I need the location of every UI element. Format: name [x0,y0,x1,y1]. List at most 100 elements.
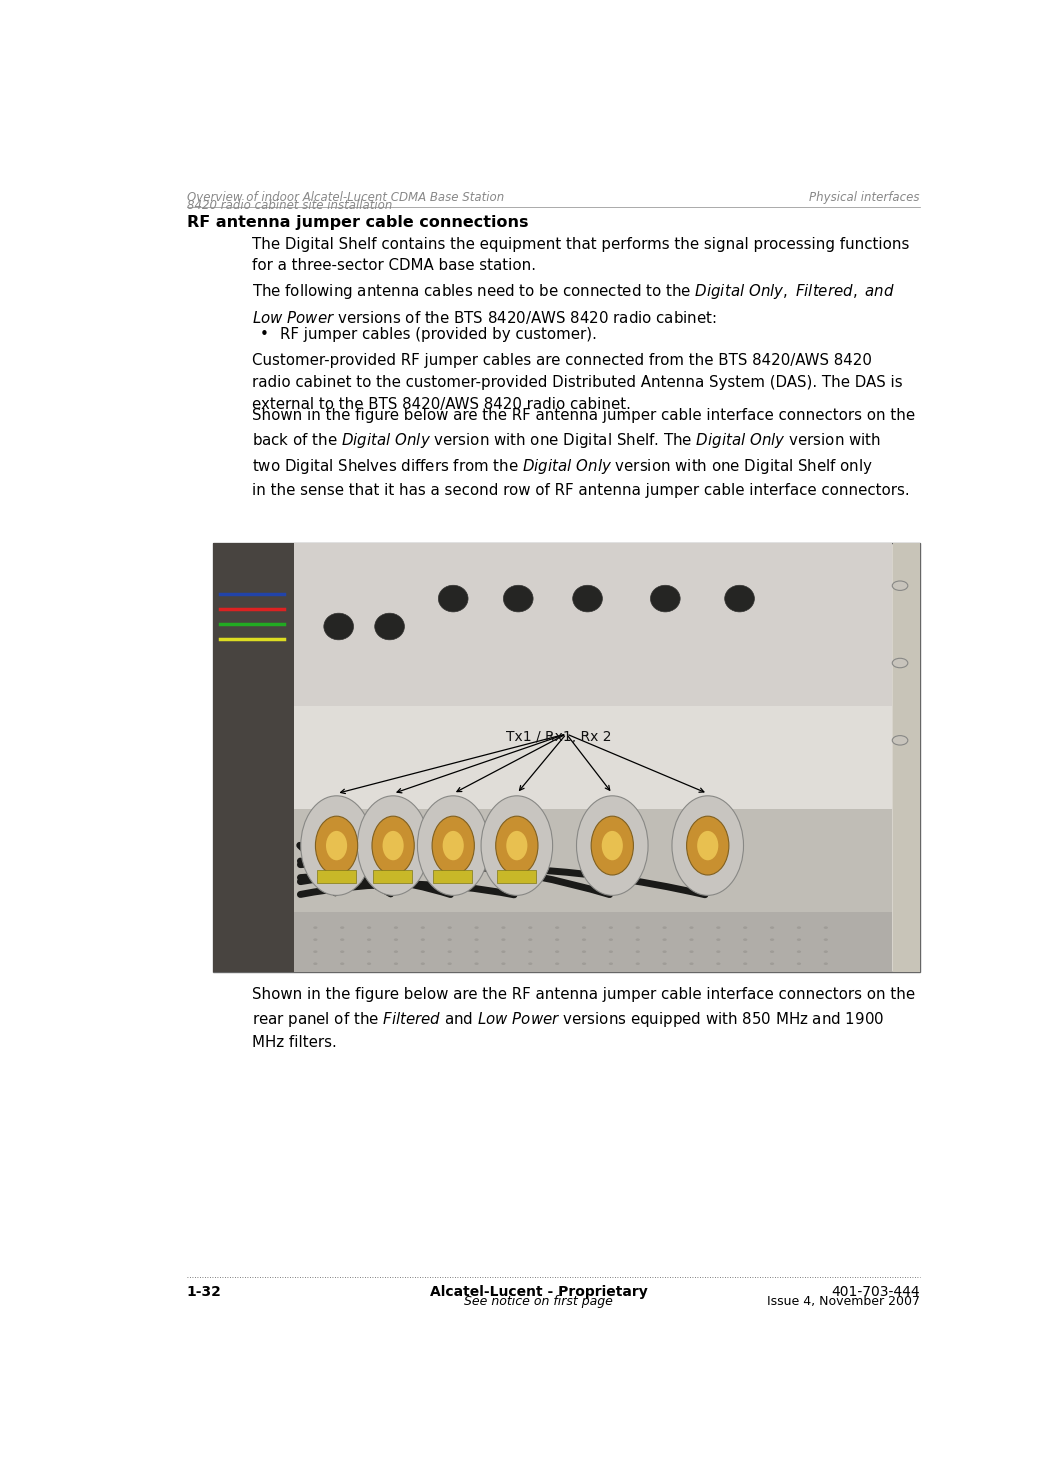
Ellipse shape [797,951,801,952]
Ellipse shape [662,926,666,929]
Ellipse shape [394,951,398,952]
Ellipse shape [341,963,345,966]
Text: Tx1 / Rx1, Rx 2: Tx1 / Rx1, Rx 2 [507,730,612,743]
Text: RF antenna jumper cable connections: RF antenna jumper cable connections [187,215,529,230]
Ellipse shape [609,938,613,941]
Ellipse shape [716,963,720,966]
Ellipse shape [326,830,347,860]
Ellipse shape [496,815,538,874]
Text: Overview of indoor Alcatel-Lucent CDMA Base Station: Overview of indoor Alcatel-Lucent CDMA B… [187,191,504,205]
Ellipse shape [582,963,586,966]
Ellipse shape [582,926,586,929]
Ellipse shape [636,926,640,929]
Ellipse shape [555,963,559,966]
Ellipse shape [716,951,720,952]
Ellipse shape [420,963,425,966]
Ellipse shape [367,926,371,929]
Ellipse shape [448,963,452,966]
Ellipse shape [582,938,586,941]
Ellipse shape [689,963,694,966]
Bar [294,913,892,973]
Ellipse shape [770,951,775,952]
Text: 8420 radio cabinet site installation: 8420 radio cabinet site installation [187,199,392,212]
Ellipse shape [577,796,648,895]
Ellipse shape [743,938,747,941]
Ellipse shape [716,926,720,929]
Bar [497,870,536,883]
Ellipse shape [507,830,528,860]
Ellipse shape [662,951,666,952]
Ellipse shape [341,926,345,929]
Ellipse shape [892,736,908,745]
Ellipse shape [417,796,489,895]
Bar [893,543,920,973]
Ellipse shape [770,938,775,941]
Ellipse shape [689,926,694,929]
Ellipse shape [555,926,559,929]
Text: The following antenna cables need to be connected to the $\it{Digital\ Only,\ Fi: The following antenna cables need to be … [252,283,894,325]
Ellipse shape [636,951,640,952]
Ellipse shape [324,614,353,640]
Ellipse shape [501,938,506,941]
Ellipse shape [609,951,613,952]
Ellipse shape [375,614,405,640]
Ellipse shape [582,951,586,952]
Ellipse shape [743,926,747,929]
Ellipse shape [432,815,474,874]
Ellipse shape [474,926,478,929]
Ellipse shape [529,951,533,952]
Bar [294,810,892,973]
Ellipse shape [313,938,317,941]
Ellipse shape [313,951,317,952]
Text: 1-32: 1-32 [187,1285,222,1300]
Ellipse shape [686,815,729,874]
Text: Shown in the figure below are the RF antenna jumper cable interface connectors o: Shown in the figure below are the RF ant… [252,988,915,1051]
Ellipse shape [636,963,640,966]
Ellipse shape [420,926,425,929]
Ellipse shape [367,951,371,952]
Ellipse shape [313,926,317,929]
Ellipse shape [672,796,743,895]
Text: Issue 4, November 2007: Issue 4, November 2007 [767,1295,920,1309]
Ellipse shape [474,951,478,952]
Ellipse shape [372,815,414,874]
Ellipse shape [394,938,398,941]
Bar [294,543,892,810]
Ellipse shape [609,963,613,966]
Ellipse shape [725,586,755,612]
Ellipse shape [662,938,666,941]
Ellipse shape [367,963,371,966]
Ellipse shape [474,963,478,966]
Ellipse shape [501,951,506,952]
Ellipse shape [394,926,398,929]
Text: 401-703-444: 401-703-444 [831,1285,920,1300]
Bar [316,870,355,883]
Ellipse shape [357,796,429,895]
Ellipse shape [529,926,533,929]
Ellipse shape [797,963,801,966]
Ellipse shape [448,926,452,929]
Ellipse shape [529,938,533,941]
Ellipse shape [824,926,828,929]
Ellipse shape [824,938,828,941]
Bar [212,543,294,973]
Ellipse shape [602,830,623,860]
Ellipse shape [555,938,559,941]
Ellipse shape [892,581,908,590]
Ellipse shape [892,658,908,668]
Ellipse shape [501,963,506,966]
Ellipse shape [341,938,345,941]
Ellipse shape [797,926,801,929]
Ellipse shape [503,586,533,612]
Ellipse shape [367,938,371,941]
Ellipse shape [481,796,553,895]
Ellipse shape [573,586,602,612]
Ellipse shape [420,951,425,952]
Bar [294,543,892,707]
Text: RF jumper cables (provided by customer).: RF jumper cables (provided by customer). [281,327,597,343]
Ellipse shape [743,951,747,952]
Text: Alcatel-Lucent - Proprietary: Alcatel-Lucent - Proprietary [430,1285,647,1300]
Text: Customer-provided RF jumper cables are connected from the BTS 8420/AWS 8420
radi: Customer-provided RF jumper cables are c… [252,353,903,412]
Ellipse shape [609,926,613,929]
Ellipse shape [341,951,345,952]
